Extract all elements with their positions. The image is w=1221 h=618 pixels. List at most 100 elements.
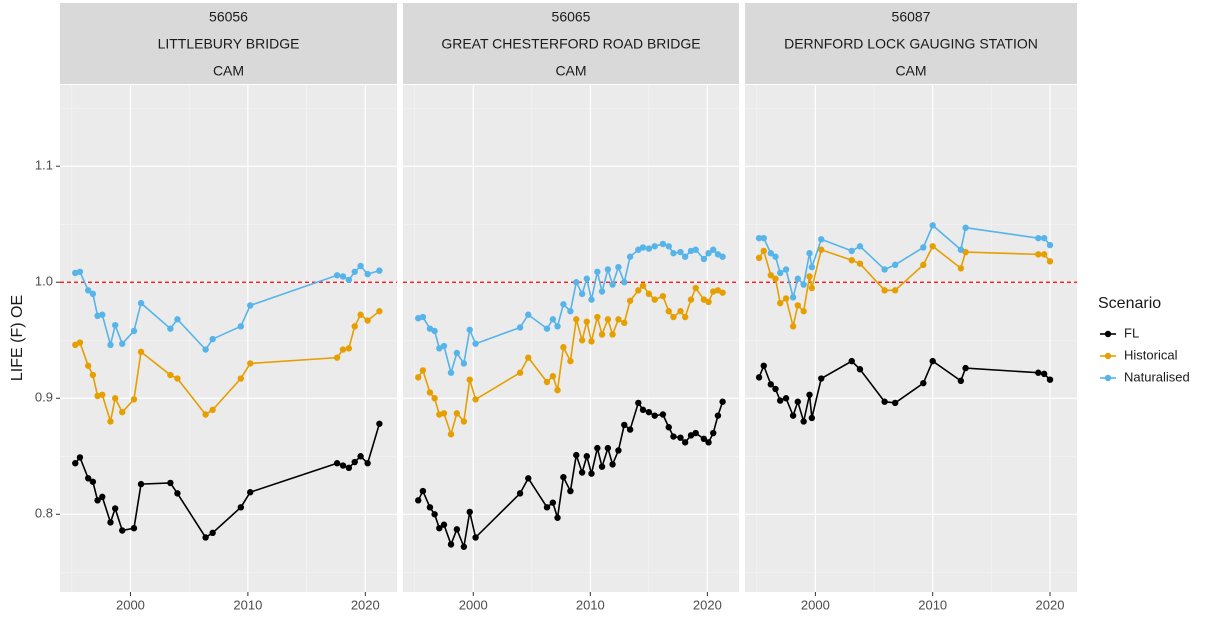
data-point: [549, 373, 557, 380]
data-point: [89, 478, 97, 485]
data-point: [645, 408, 653, 416]
strip-label: 56056: [209, 9, 248, 25]
strip: [60, 3, 397, 84]
data-point: [89, 290, 97, 298]
data-point: [174, 316, 181, 323]
data-point: [578, 469, 586, 476]
data-point: [609, 281, 616, 288]
data-point: [339, 273, 347, 280]
data-point: [357, 262, 364, 270]
data-point: [598, 331, 606, 338]
data-point: [856, 243, 864, 250]
data-point: [339, 346, 347, 353]
data-point: [419, 487, 427, 495]
data-point: [549, 499, 557, 506]
data-point: [806, 391, 813, 398]
data-point: [755, 374, 763, 381]
x-tick-label: 2020: [693, 597, 722, 612]
data-point: [560, 301, 567, 308]
data-point: [594, 444, 601, 452]
strip-label: CAM: [213, 63, 244, 79]
data-point: [94, 497, 101, 504]
data-point: [419, 313, 427, 321]
x-tick-label: 2010: [576, 597, 605, 612]
data-point: [594, 313, 601, 321]
data-point: [543, 378, 551, 386]
data-point: [202, 411, 209, 418]
data-point: [782, 266, 790, 273]
data-point: [962, 224, 969, 231]
data-point: [677, 434, 684, 441]
data-point: [119, 527, 126, 534]
data-point: [247, 360, 254, 367]
data-point: [453, 526, 461, 533]
x-tick-label: 2010: [918, 597, 947, 612]
data-point: [776, 269, 784, 277]
data-point: [440, 410, 448, 417]
data-point: [776, 397, 784, 404]
data-point: [621, 421, 628, 429]
data-point: [891, 261, 899, 269]
legend-key: [1104, 352, 1112, 360]
data-point: [76, 339, 84, 346]
data-point: [714, 412, 722, 419]
data-point: [800, 308, 807, 315]
data-point: [431, 395, 438, 402]
data-point: [431, 327, 438, 335]
data-point: [808, 284, 816, 292]
data-point: [692, 284, 699, 292]
data-point: [598, 288, 606, 295]
data-point: [209, 335, 216, 343]
data-point: [818, 246, 825, 253]
data-point: [957, 377, 965, 385]
data-point: [891, 287, 899, 294]
data-point: [578, 290, 586, 298]
data-point: [472, 534, 479, 541]
data-point: [794, 302, 801, 309]
data-point: [1046, 258, 1054, 265]
data-point: [920, 379, 927, 387]
data-point: [567, 308, 574, 315]
data-point: [137, 348, 145, 356]
data-point: [440, 521, 448, 528]
data-point: [415, 374, 422, 381]
data-point: [957, 246, 965, 253]
data-point: [567, 357, 574, 365]
data-point: [789, 294, 797, 301]
data-point: [357, 311, 364, 318]
data-point: [560, 344, 567, 351]
data-point: [209, 529, 216, 537]
data-point: [560, 473, 567, 481]
data-point: [543, 504, 551, 511]
data-point: [583, 275, 591, 282]
data-point: [705, 439, 712, 446]
data-point: [856, 366, 864, 373]
data-point: [645, 290, 653, 298]
data-point: [351, 268, 358, 275]
data-point: [107, 418, 114, 425]
data-point: [364, 270, 371, 278]
data-point: [460, 418, 468, 425]
data-point: [119, 408, 126, 416]
y-tick-label: 0.9: [35, 390, 53, 405]
data-point: [626, 253, 634, 260]
data-point: [436, 524, 443, 532]
data-point: [659, 292, 667, 300]
data-point: [107, 341, 114, 349]
data-point: [525, 354, 532, 361]
data-point: [772, 385, 779, 393]
data-point: [119, 340, 126, 347]
data-point: [659, 411, 667, 418]
data-point: [767, 272, 775, 279]
data-point: [848, 357, 855, 365]
data-point: [174, 490, 181, 497]
data-point: [525, 311, 532, 318]
data-point: [700, 255, 708, 263]
data-point: [111, 505, 119, 512]
data-point: [549, 316, 557, 323]
data-point: [598, 463, 606, 470]
data-point: [588, 296, 595, 303]
data-point: [594, 268, 601, 275]
data-point: [615, 447, 622, 454]
